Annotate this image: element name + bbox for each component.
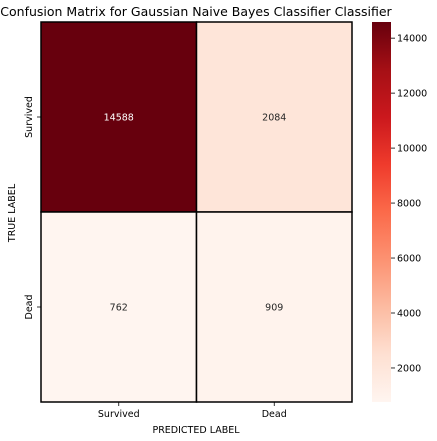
x-axis-label: PREDICTED LABEL [152, 425, 240, 436]
chart-title: Confusion Matrix for Gaussian Naive Baye… [0, 4, 392, 19]
colorbar-tick-label: 2000 [397, 363, 421, 374]
colorbar-tick-label: 8000 [397, 199, 421, 210]
colorbar-tick-label: 6000 [397, 254, 421, 265]
x-tick-labels: Survived Dead [98, 402, 287, 420]
x-tick-label: Survived [98, 409, 140, 420]
y-tick-labels: Survived Dead [24, 96, 41, 320]
cell-value-r1-c1: 909 [265, 303, 283, 314]
y-axis-label: TRUE LABEL [7, 183, 18, 243]
heatmap-cell-r1-c0 [40, 211, 198, 403]
colorbar-tick-label: 4000 [397, 309, 421, 320]
colorbar-tick-label: 10000 [397, 144, 427, 155]
y-tick-label: Survived [24, 96, 35, 138]
cell-value-r0-c1: 2084 [262, 113, 286, 124]
x-tick-label: Dead [262, 409, 287, 420]
colorbar [372, 22, 391, 402]
colorbar-tick-label: 12000 [397, 89, 427, 100]
y-tick-label: Dead [24, 294, 35, 319]
heatmap-cell-r1-c1 [195, 211, 353, 403]
cell-value-r0-c0: 14588 [104, 113, 134, 124]
heatmap-cells [40, 21, 353, 403]
colorbar-ticks: 2000 4000 6000 8000 10000 12000 14000 [391, 34, 427, 374]
heatmap-cell-r0-c1 [195, 21, 353, 213]
cell-value-r1-c0: 762 [110, 303, 128, 314]
heatmap-cell-labels: 14588 2084 762 909 [104, 113, 287, 314]
colorbar-tick-label: 14000 [397, 34, 427, 45]
heatmap-cell-r0-c0 [40, 21, 198, 213]
